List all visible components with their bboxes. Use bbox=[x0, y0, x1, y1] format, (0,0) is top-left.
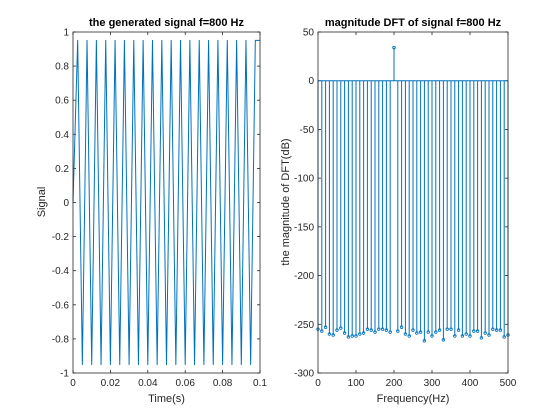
signal-plot-x-label: Time(s) bbox=[148, 393, 185, 405]
signal-plot-series-line bbox=[72, 39, 260, 366]
dft-plot-stem-marker bbox=[342, 331, 347, 335]
dft-plot-stem-marker bbox=[430, 334, 434, 338]
dft-plot-stem-marker bbox=[494, 328, 499, 332]
signal-plot-y-tick-label: -1 bbox=[60, 369, 69, 380]
dft-plot-x-tick-label: 200 bbox=[386, 378, 403, 389]
dft-plot-stem-marker bbox=[365, 327, 370, 331]
signal-plot-frame bbox=[72, 31, 261, 374]
dft-plot-stem-marker bbox=[464, 332, 468, 336]
signal-plot-y-tick-label: -0.4 bbox=[52, 266, 70, 277]
dft-plot-stem-marker bbox=[437, 328, 442, 332]
dft-plot-stem-marker bbox=[403, 332, 408, 336]
dft-plot-stem-marker bbox=[377, 327, 381, 331]
signal-plot-data bbox=[72, 39, 260, 366]
dft-plot-stem-marker bbox=[407, 334, 411, 338]
dft-plot-stem-marker bbox=[369, 328, 373, 332]
dft-plot-y-tick-label: -50 bbox=[300, 125, 315, 136]
signal-plot-y-tick-label: 0.4 bbox=[55, 130, 69, 141]
dft-plot-stem-marker bbox=[373, 330, 377, 334]
dft-plot-stem-marker bbox=[502, 335, 506, 339]
dft-plot-stem-marker bbox=[434, 330, 438, 334]
dft-plot-stem-marker bbox=[491, 327, 495, 331]
signal-plot-title: the generated signal f=800 Hz bbox=[89, 17, 244, 29]
dft-plot-stem-marker bbox=[346, 335, 351, 339]
dft-plot-stem-marker bbox=[331, 333, 335, 337]
dft-plot-stem-marker bbox=[483, 331, 487, 335]
dft-plot-stem-marker bbox=[396, 329, 400, 333]
dft-plot-x-tick-label: 500 bbox=[500, 378, 517, 389]
dft-plot-stem-marker bbox=[323, 325, 328, 329]
dft-plot-stem-marker bbox=[358, 332, 362, 336]
dft-plot-title: magnitude DFT of signal f=800 Hz bbox=[325, 17, 502, 29]
signal-plot-x-tick-label: 0.1 bbox=[253, 378, 267, 389]
signal-plot-x-tick-label: 0.08 bbox=[213, 378, 233, 389]
dft-plot: magnitude DFT of signal f=800 Hz Frequen… bbox=[280, 17, 517, 405]
dft-plot-stem-marker bbox=[456, 328, 461, 332]
dft-plot-stem-marker bbox=[415, 331, 419, 335]
dft-plot-y-tick-label: -250 bbox=[294, 320, 314, 331]
dft-plot-y-tick-label: 0 bbox=[308, 76, 314, 87]
dft-plot-y-tick-label: -150 bbox=[294, 222, 314, 233]
dft-plot-stem-marker bbox=[380, 327, 385, 331]
dft-plot-stem-marker bbox=[426, 330, 430, 334]
signal-plot-y-tick-label: 0 bbox=[63, 198, 69, 209]
dft-plot-stem-marker bbox=[472, 329, 476, 333]
dft-plot-stem-marker bbox=[350, 334, 354, 338]
dft-plot-x-tick-label: 400 bbox=[462, 378, 479, 389]
dft-plot-data bbox=[316, 45, 510, 343]
dft-plot-stem-marker bbox=[441, 338, 446, 342]
dft-plot-stem-marker bbox=[487, 333, 491, 337]
dft-plot-stem-marker bbox=[411, 328, 415, 332]
dft-plot-stem-marker bbox=[361, 331, 366, 335]
dft-plot-x-tick-label: 300 bbox=[424, 378, 441, 389]
dft-plot-stem-marker bbox=[339, 326, 343, 330]
signal-plot-x-tick-label: 0.02 bbox=[101, 378, 121, 389]
signal-plot-y-label: Signal bbox=[36, 187, 48, 218]
dft-plot-stem-marker bbox=[392, 45, 396, 50]
dft-plot-y-tick-label: -200 bbox=[294, 271, 314, 282]
dft-plot-stem-marker bbox=[354, 334, 358, 338]
dft-plot-stem-marker bbox=[418, 330, 423, 334]
dft-plot-stem-marker bbox=[422, 339, 427, 343]
signal-plot-y-tick-label: 0.6 bbox=[55, 96, 69, 107]
dft-plot-stem-marker bbox=[460, 334, 465, 338]
dft-plot-stem-marker bbox=[445, 327, 449, 331]
dft-plot-x-label: Frequency(Hz) bbox=[377, 393, 450, 405]
signal-plot-y-tick-label: -0.8 bbox=[52, 334, 70, 345]
signal-plot-x-tick-label: 0.06 bbox=[175, 378, 195, 389]
dft-plot-x-tick-label: 0 bbox=[315, 378, 321, 389]
dft-plot-stem-marker bbox=[388, 330, 392, 334]
signal-plot-y-tick-label: -0.2 bbox=[52, 232, 70, 243]
dft-plot-stem-marker bbox=[327, 332, 332, 336]
dft-plot-stem-marker bbox=[320, 329, 324, 333]
dft-plot-y-tick-label: -100 bbox=[294, 174, 314, 185]
signal-plot-x-tick-label: 0 bbox=[70, 378, 76, 389]
signal-plot-y-tick-label: 0.2 bbox=[55, 164, 69, 175]
signal-plot: the generated signal f=800 Hz Time(s) Si… bbox=[36, 17, 267, 405]
dft-plot-stem-marker bbox=[475, 329, 480, 333]
dft-plot-stem-marker bbox=[384, 328, 389, 332]
dft-plot-stem-marker bbox=[468, 334, 472, 338]
dft-plot-stem-marker bbox=[335, 328, 339, 332]
dft-plot-y-tick-label: 50 bbox=[303, 28, 315, 39]
dft-plot-stem-marker bbox=[498, 328, 503, 332]
dft-plot-y-tick-label: -300 bbox=[294, 369, 314, 380]
dft-plot-frame bbox=[317, 31, 509, 374]
signal-plot-y-tick-label: 1 bbox=[63, 28, 69, 39]
dft-plot-y-label: the magnitude of DFT(dB) bbox=[280, 138, 292, 265]
dft-plot-stem-marker bbox=[453, 334, 457, 338]
dft-plot-x-tick-label: 100 bbox=[348, 378, 365, 389]
dft-plot-ticks: 0 100 200 300 400 500 -300 -250 -200 -150 -100 -50 0… bbox=[294, 28, 517, 390]
dft-plot-stem-marker bbox=[479, 336, 484, 340]
signal-plot-x-tick-label: 0.04 bbox=[138, 378, 158, 389]
signal-plot-y-tick-label: -0.6 bbox=[52, 300, 70, 311]
signal-plot-y-tick-label: 0.8 bbox=[55, 62, 69, 73]
dft-plot-stem-marker bbox=[449, 327, 453, 331]
dft-plot-stem-marker bbox=[399, 325, 404, 329]
